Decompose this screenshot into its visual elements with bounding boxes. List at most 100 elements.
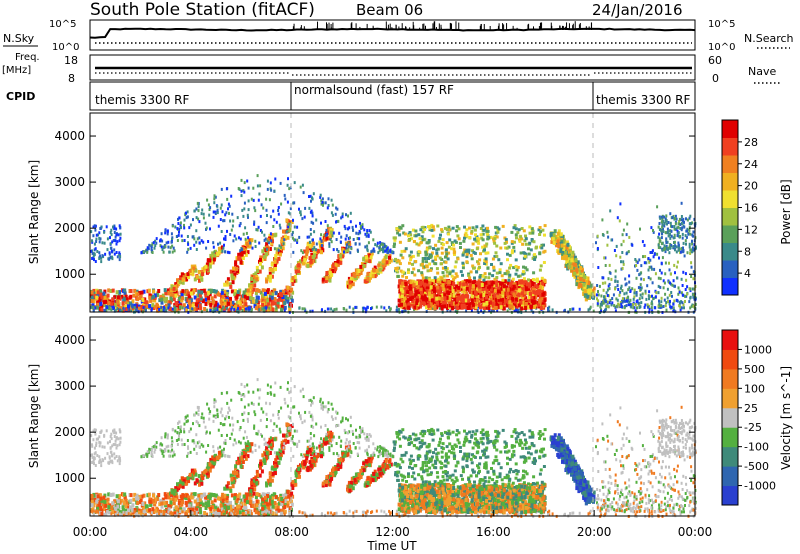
power-cell <box>440 246 444 250</box>
power-cell <box>247 208 250 212</box>
power-cell <box>362 257 366 262</box>
power-cell <box>516 307 519 311</box>
power-cell <box>153 293 157 298</box>
power-cell <box>603 256 606 260</box>
power-cell <box>179 221 182 225</box>
power-cell <box>465 260 469 264</box>
power-cell <box>437 277 441 281</box>
power-cell <box>461 273 464 277</box>
power-cell <box>456 308 459 312</box>
power-cell <box>628 280 631 284</box>
power-cell <box>250 197 253 201</box>
power-cell <box>272 225 275 228</box>
power-cell <box>355 305 358 309</box>
power-cell <box>359 264 363 269</box>
power-cell <box>560 243 564 248</box>
power-cell <box>244 288 248 293</box>
freq-panel <box>89 54 696 81</box>
power-cell <box>330 198 333 202</box>
power-cell <box>363 228 366 232</box>
power-cell <box>671 294 673 298</box>
power-cell <box>614 309 617 313</box>
power-cell <box>348 242 352 247</box>
power-cell <box>344 237 347 241</box>
power-cell <box>476 298 479 303</box>
power-cell <box>208 258 212 263</box>
power-cell <box>616 280 619 284</box>
power-cell <box>493 293 497 298</box>
power-cell <box>331 264 335 269</box>
power-cell <box>543 233 546 237</box>
power-cell <box>647 268 650 272</box>
cpid-segment-1: themis 3300 RF <box>95 93 189 107</box>
power-cell <box>293 225 296 229</box>
power-cell <box>280 245 283 249</box>
power-cell <box>430 228 434 232</box>
power-cell <box>315 248 318 252</box>
power-cell <box>312 238 314 242</box>
power-cell <box>246 243 250 247</box>
power-cell <box>198 303 202 308</box>
power-cell <box>255 299 259 304</box>
power-cell <box>164 229 167 233</box>
power-cell <box>656 205 659 209</box>
power-cell <box>333 308 336 312</box>
power-cell <box>359 271 363 275</box>
power-cell <box>327 227 331 232</box>
power-cell <box>217 246 221 251</box>
power-cell <box>334 262 338 267</box>
power-cell <box>181 306 184 310</box>
power-cell <box>256 228 259 232</box>
power-cell <box>234 262 238 267</box>
power-cell <box>107 306 111 311</box>
power-cell <box>644 255 647 258</box>
power-cell <box>448 285 452 290</box>
power-cell <box>683 225 686 229</box>
power-cell <box>222 219 225 223</box>
power-cell <box>528 231 532 235</box>
power-cell <box>145 300 148 305</box>
power-cell <box>270 262 274 267</box>
power-cell <box>212 241 215 245</box>
power-cell <box>691 239 693 243</box>
power-cell <box>488 272 492 276</box>
power-cell <box>224 297 228 301</box>
power-cell <box>456 297 460 302</box>
power-cell <box>503 272 507 276</box>
power-cell <box>538 268 542 272</box>
power-cell <box>325 236 329 241</box>
power-cell <box>99 292 103 297</box>
power-cell <box>253 279 257 284</box>
power-cell <box>142 306 145 310</box>
power-cell <box>309 210 312 214</box>
power-cell <box>660 296 663 300</box>
power-cell <box>383 244 386 248</box>
power-cell <box>273 259 277 264</box>
power-cell <box>666 287 669 291</box>
power-cell <box>534 246 538 250</box>
power-cell <box>679 227 682 230</box>
power-cell <box>286 200 289 204</box>
power-cell <box>459 270 463 274</box>
power-cell <box>364 245 367 249</box>
power-cell <box>273 267 277 271</box>
power-cell <box>407 238 411 242</box>
power-cell <box>284 295 288 300</box>
cpid-panel <box>89 81 696 111</box>
power-cell <box>409 280 413 285</box>
power-cell <box>241 208 244 212</box>
power-cell <box>285 230 288 234</box>
power-cell <box>469 253 473 257</box>
power-cell <box>349 276 353 281</box>
power-cell <box>279 289 283 294</box>
power-cell <box>583 275 587 280</box>
power-cell <box>104 299 108 304</box>
power-cell <box>647 276 650 280</box>
power-cell <box>642 255 644 259</box>
power-cell <box>207 296 211 301</box>
power-cell <box>414 234 418 238</box>
power-cell <box>479 294 483 299</box>
power-cell <box>436 271 440 275</box>
power-cell <box>578 282 582 287</box>
power-cell <box>648 265 651 269</box>
